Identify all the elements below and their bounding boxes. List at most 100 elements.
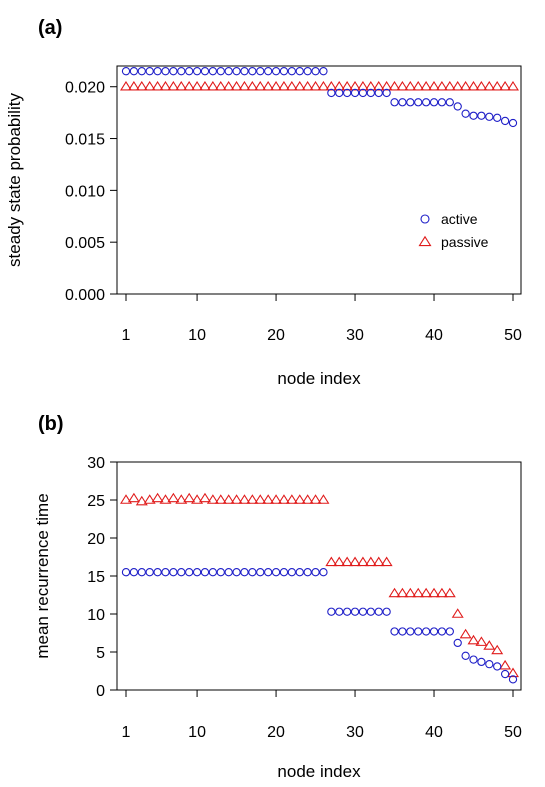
point-active [224, 67, 233, 76]
y-axis: 0.000 0.005 0.010 0.015 0.020 [65, 80, 117, 304]
point-active [366, 607, 375, 616]
point-passive [175, 80, 188, 91]
point-active [248, 568, 257, 577]
point-passive [491, 644, 504, 655]
point-active [477, 111, 486, 120]
point-active [335, 88, 344, 98]
point-active [429, 98, 439, 107]
point-active [192, 568, 202, 577]
point-passive [127, 492, 140, 503]
point-active [192, 67, 202, 76]
y-tick-label: 10 [87, 607, 105, 624]
point-passive [262, 80, 275, 91]
point-active [477, 657, 486, 667]
point-passive [380, 556, 393, 567]
point-passive [191, 80, 204, 91]
point-passive [420, 80, 433, 91]
point-active [185, 67, 194, 76]
point-passive [459, 628, 472, 639]
y-tick-label: 25 [87, 493, 105, 510]
point-passive [491, 80, 504, 91]
point-passive [356, 556, 369, 567]
point-passive [167, 80, 180, 91]
point-active [161, 67, 170, 76]
series-passive [120, 492, 519, 678]
point-passive [143, 494, 156, 504]
point-passive [183, 80, 196, 91]
point-passive [483, 80, 496, 91]
point-passive [222, 494, 235, 504]
point-active [469, 111, 478, 120]
point-passive [467, 80, 480, 91]
point-passive [349, 556, 362, 567]
point-passive [356, 80, 369, 91]
point-active [208, 568, 218, 577]
point-active [129, 568, 139, 577]
point-active [461, 109, 470, 118]
legend-label-active: active [441, 211, 478, 227]
point-active [200, 568, 210, 577]
plot-frame [116, 65, 522, 295]
x-tick-label: 40 [425, 327, 443, 344]
point-passive [120, 494, 132, 504]
panel-label: (b) [38, 413, 64, 435]
point-active [429, 627, 439, 636]
point-active [248, 67, 257, 76]
point-passive [428, 587, 441, 598]
y-axis-title: mean recurrence time [33, 493, 52, 658]
point-active [350, 607, 360, 616]
point-passive [270, 80, 283, 91]
x-axis: 1 10 20 30 40 50 [122, 294, 522, 344]
x-tick-label: 10 [188, 724, 206, 741]
point-passive [396, 587, 409, 598]
point-active [311, 568, 320, 577]
point-passive [309, 80, 322, 91]
point-active [287, 67, 297, 76]
point-active [406, 98, 415, 107]
point-passive [325, 556, 338, 567]
y-tick-label: 0.000 [65, 287, 105, 304]
point-passive [499, 80, 512, 91]
point-active [169, 67, 178, 76]
point-active [398, 627, 407, 636]
point-active [256, 568, 265, 577]
point-passive [230, 494, 243, 504]
point-passive [143, 80, 156, 91]
point-passive [443, 80, 456, 91]
point-active [121, 67, 131, 76]
y-tick-label: 0.020 [65, 80, 105, 97]
point-active [256, 67, 265, 76]
point-passive [388, 80, 401, 91]
x-tick-label: 10 [188, 327, 206, 344]
point-active [303, 568, 312, 577]
point-active [264, 67, 273, 76]
y-axis: 0 5 10 15 20 25 30 [87, 455, 117, 700]
point-active [153, 67, 162, 76]
point-passive [404, 80, 417, 91]
legend: active passive [418, 211, 489, 250]
point-passive [364, 80, 377, 91]
series-passive [120, 80, 519, 91]
point-passive [380, 80, 393, 91]
point-passive [467, 634, 480, 645]
y-tick-label: 20 [87, 531, 105, 548]
x-tick-label: 30 [346, 327, 364, 344]
point-passive [412, 80, 425, 91]
point-passive [443, 587, 456, 598]
point-passive [222, 80, 235, 91]
x-axis: 1 10 20 30 40 50 [122, 690, 522, 741]
point-passive [325, 80, 338, 91]
point-active [485, 660, 494, 669]
point-passive [396, 80, 409, 91]
point-active [303, 67, 312, 76]
point-passive [428, 80, 441, 91]
point-active [145, 568, 154, 577]
point-active [421, 627, 431, 636]
point-passive [191, 494, 204, 504]
point-active [437, 98, 447, 107]
point-passive [246, 494, 259, 504]
point-passive [451, 608, 464, 618]
point-active [414, 627, 423, 636]
point-active [279, 67, 289, 76]
